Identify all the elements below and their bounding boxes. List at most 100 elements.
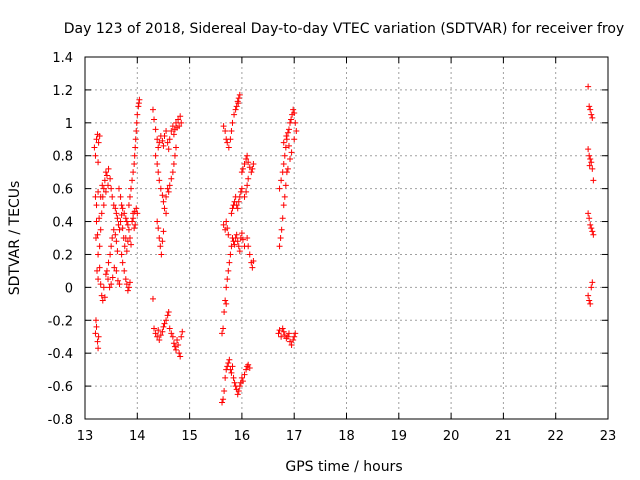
data-point-marker <box>118 202 125 209</box>
data-point-marker <box>92 193 99 200</box>
data-point-marker <box>226 259 233 266</box>
data-point-marker <box>234 205 241 212</box>
data-point-marker <box>175 341 182 348</box>
data-point-marker <box>111 264 118 271</box>
data-point-marker <box>96 243 103 250</box>
data-point-marker <box>227 251 234 258</box>
data-point-marker <box>132 136 139 143</box>
x-tick-label: 21 <box>495 429 512 444</box>
data-point-marker <box>276 243 283 250</box>
data-point-marker <box>159 137 166 144</box>
data-point-marker <box>105 276 112 283</box>
data-point-marker <box>249 264 256 271</box>
data-point-marker <box>121 267 128 274</box>
data-point-marker <box>114 277 121 284</box>
data-point-marker <box>154 333 161 340</box>
data-point-marker <box>113 238 120 245</box>
data-point-marker <box>235 198 242 205</box>
data-point-marker <box>280 139 287 146</box>
data-point-marker <box>238 374 245 381</box>
data-point-marker <box>121 210 128 217</box>
data-point-marker <box>117 218 124 225</box>
data-point-marker <box>125 202 132 209</box>
data-point-marker <box>228 128 235 135</box>
data-point-marker <box>179 328 186 335</box>
data-point-marker <box>135 100 142 107</box>
data-point-marker <box>131 225 138 232</box>
data-point-marker <box>588 284 595 291</box>
data-point-marker <box>227 136 234 143</box>
y-tick-label: -0.6 <box>48 380 73 395</box>
data-point-marker <box>589 114 596 121</box>
data-point-marker <box>165 309 172 316</box>
data-point-marker <box>586 162 593 169</box>
data-point-marker <box>590 231 597 238</box>
data-point-marker <box>121 243 128 250</box>
data-point-marker <box>228 369 235 376</box>
x-tick-label: 16 <box>234 429 251 444</box>
data-point-marker <box>157 243 164 250</box>
data-point-marker <box>285 126 292 133</box>
data-point-marker <box>224 139 231 146</box>
data-point-marker <box>106 284 113 291</box>
data-point-marker <box>161 320 168 327</box>
data-point-marker <box>589 228 596 235</box>
data-point-marker <box>585 210 592 217</box>
data-point-marker <box>586 152 593 159</box>
data-point-marker <box>116 226 123 233</box>
x-tick-label: 18 <box>338 429 355 444</box>
data-point-marker <box>220 396 227 403</box>
data-point-marker <box>102 169 109 176</box>
data-point-marker <box>128 185 135 192</box>
data-point-marker <box>586 297 593 304</box>
data-point-marker <box>95 188 102 195</box>
data-point-marker <box>156 337 163 344</box>
data-point-marker <box>93 323 100 330</box>
data-point-marker <box>161 205 168 212</box>
data-point-marker <box>122 215 129 222</box>
data-point-marker <box>149 295 156 302</box>
data-point-marker <box>233 231 240 238</box>
data-point-marker <box>586 215 593 222</box>
data-point-marker <box>587 221 594 228</box>
data-point-marker <box>250 160 257 167</box>
data-point-marker <box>279 325 286 332</box>
data-point-marker <box>105 182 112 189</box>
data-point-marker <box>246 251 253 258</box>
data-point-marker <box>287 119 294 126</box>
data-point-marker <box>225 231 232 238</box>
data-point-marker <box>94 267 101 274</box>
data-point-marker <box>220 221 227 228</box>
data-point-marker <box>586 103 593 110</box>
data-point-marker <box>110 226 117 233</box>
data-point-marker <box>227 366 234 373</box>
data-point-marker <box>588 225 595 232</box>
y-tick-label: 0.2 <box>52 248 73 263</box>
data-point-marker <box>93 136 100 143</box>
data-point-marker <box>221 388 228 395</box>
y-tick-label: 1 <box>65 117 73 132</box>
data-point-marker <box>132 221 139 228</box>
data-point-marker <box>235 243 242 250</box>
data-point-marker <box>589 279 596 286</box>
data-point-marker <box>222 374 229 381</box>
data-point-marker <box>232 235 239 241</box>
data-point-marker <box>278 177 285 184</box>
data-point-marker <box>108 281 115 288</box>
data-point-marker <box>105 259 112 266</box>
data-point-marker <box>123 248 130 255</box>
data-point-marker <box>130 215 137 222</box>
data-point-marker <box>95 276 102 283</box>
data-point-marker <box>293 128 300 135</box>
data-point-marker <box>156 177 163 184</box>
data-point-marker <box>241 193 248 200</box>
y-tick-label: -0.4 <box>48 347 73 362</box>
data-point-marker <box>285 142 292 149</box>
data-point-marker <box>588 159 595 166</box>
data-point-marker <box>171 152 178 159</box>
data-point-marker <box>123 281 130 288</box>
data-point-marker <box>283 136 290 143</box>
data-point-marker <box>587 106 594 113</box>
data-point-marker <box>91 144 98 151</box>
data-point-marker <box>228 210 235 217</box>
